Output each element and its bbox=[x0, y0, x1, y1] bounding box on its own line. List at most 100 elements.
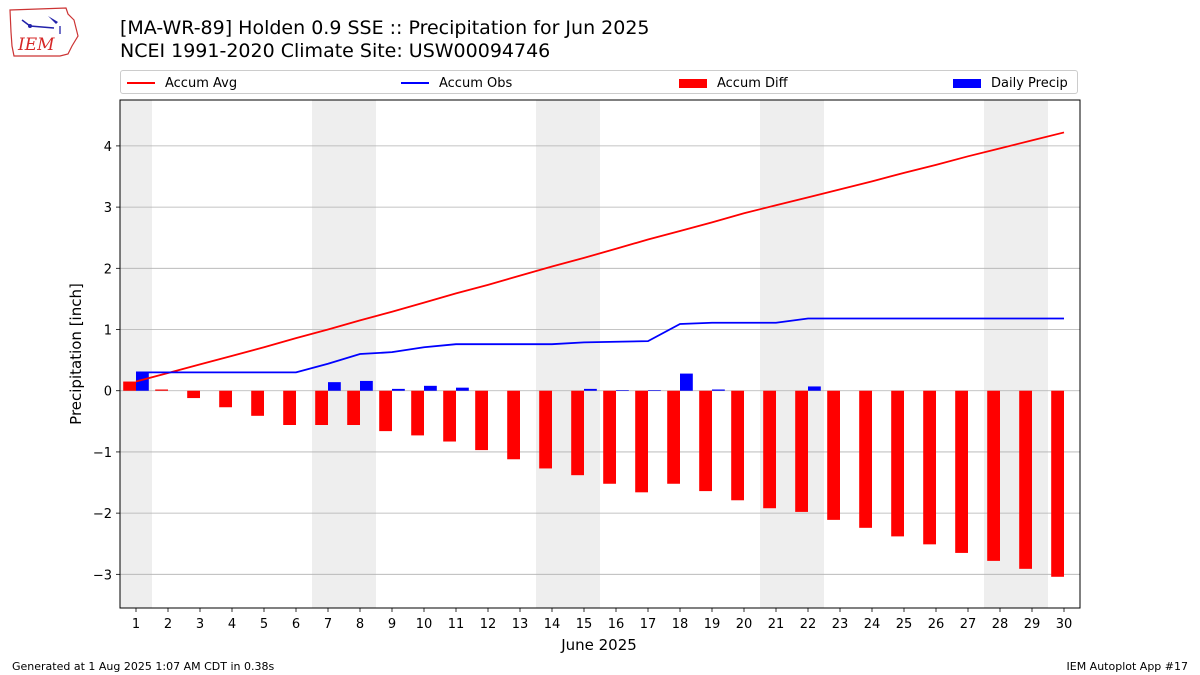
x-tick-label: 15 bbox=[576, 617, 593, 632]
x-tick-label: 7 bbox=[324, 617, 332, 632]
x-tick-label: 19 bbox=[704, 617, 721, 632]
footer-app: IEM Autoplot App #17 bbox=[1066, 660, 1189, 673]
accum-diff-bar-day-19 bbox=[699, 390, 712, 492]
x-tick-label: 12 bbox=[480, 617, 497, 632]
weekend-bands bbox=[120, 100, 1048, 608]
y-tick-label: −3 bbox=[93, 568, 112, 583]
legend-item-accum-avg: Accum Avg bbox=[127, 71, 237, 95]
weekend-band-day-14 bbox=[536, 100, 568, 608]
accum-obs-line bbox=[136, 317, 1064, 374]
y-axis-label: Precipitation [inch] bbox=[67, 283, 85, 425]
legend-swatch-daily-precip bbox=[953, 78, 981, 88]
chart-title: [MA-WR-89] Holden 0.9 SSE :: Precipitati… bbox=[120, 17, 650, 39]
daily-precip-bar-day-15 bbox=[584, 388, 597, 391]
x-tick-label: 11 bbox=[448, 617, 465, 632]
legend: Accum Avg Accum Obs Accum Diff Daily Pre… bbox=[120, 70, 1078, 94]
series-lines bbox=[135, 131, 1065, 383]
x-tick-label: 2 bbox=[164, 617, 172, 632]
x-tick-label: 21 bbox=[768, 617, 785, 632]
x-tick-label: 4 bbox=[228, 617, 236, 632]
accum-diff-bar-day-12 bbox=[475, 390, 488, 451]
daily-precip-bar-day-18 bbox=[680, 373, 693, 391]
chart-subtitle: NCEI 1991-2020 Climate Site: USW00094746 bbox=[120, 40, 551, 62]
x-tick-label: 16 bbox=[608, 617, 625, 632]
x-tick-label: 5 bbox=[260, 617, 268, 632]
y-tick-label: −2 bbox=[93, 507, 112, 522]
daily-precip-bar-day-16 bbox=[616, 390, 629, 391]
legend-label-daily-precip: Daily Precip bbox=[991, 75, 1068, 91]
y-tick-label: 3 bbox=[104, 201, 112, 216]
accum-diff-bar-day-11 bbox=[443, 390, 456, 442]
legend-item-daily-precip: Daily Precip bbox=[953, 71, 1068, 95]
y-tick-label: 1 bbox=[104, 324, 112, 339]
y-tick-label: −1 bbox=[93, 446, 112, 461]
daily-precip-bar-day-9 bbox=[392, 388, 405, 391]
accum-diff-bar-day-22 bbox=[795, 390, 808, 512]
x-tick-label: 3 bbox=[196, 617, 204, 632]
plot-frame bbox=[119, 99, 1081, 609]
accum-diff-bar-day-7 bbox=[315, 390, 328, 425]
x-tick-label: 8 bbox=[356, 617, 364, 632]
accum-diff-bar-day-3 bbox=[187, 390, 200, 399]
accum-avg-line bbox=[135, 131, 1065, 383]
y-tick-label: 0 bbox=[104, 385, 112, 400]
x-tick-label: 29 bbox=[1024, 617, 1041, 632]
x-tick-label: 6 bbox=[292, 617, 300, 632]
x-tick-label: 14 bbox=[544, 617, 561, 632]
bars bbox=[123, 372, 1064, 577]
accum-diff-bar-day-4 bbox=[219, 390, 232, 408]
accum-diff-bar-day-18 bbox=[667, 390, 680, 484]
accum-diff-bar-day-23 bbox=[827, 390, 840, 520]
accum-diff-bar-day-17 bbox=[635, 390, 648, 493]
logo-text: IEM bbox=[17, 35, 55, 55]
iowa-map-icon: IEM bbox=[9, 7, 79, 57]
x-axis-ticks: 1 2 3 4 5 6 7 8 9 10 11 12 13 14 15 16 17 18 19 20 21 22 23 24 2… bbox=[132, 608, 1072, 632]
accum-diff-bar-day-21 bbox=[763, 390, 776, 509]
weekend-band-day-15 bbox=[568, 100, 600, 608]
accum-diff-bar-day-15 bbox=[571, 390, 584, 476]
x-tick-label: 18 bbox=[672, 617, 689, 632]
accum-diff-bar-day-26 bbox=[923, 390, 936, 545]
weekend-band-day-21 bbox=[760, 100, 792, 608]
accum-diff-bar-day-2 bbox=[155, 389, 168, 391]
x-tick-label: 1 bbox=[132, 617, 140, 632]
y-tick-label: 2 bbox=[104, 262, 112, 277]
y-axis-ticks: −3 −2 −1 0 1 2 3 4 bbox=[93, 140, 120, 583]
accum-diff-bar-day-16 bbox=[603, 390, 616, 484]
y-tick-label: 4 bbox=[104, 140, 112, 155]
accum-diff-bar-day-25 bbox=[891, 390, 904, 537]
accum-diff-bar-day-9 bbox=[379, 390, 392, 432]
accum-diff-bar-day-29 bbox=[1019, 390, 1032, 569]
legend-label-accum-obs: Accum Obs bbox=[439, 75, 513, 91]
accum-diff-bar-day-28 bbox=[987, 390, 1000, 561]
accum-diff-bar-day-6 bbox=[283, 390, 296, 425]
x-tick-label: 17 bbox=[640, 617, 657, 632]
x-tick-label: 27 bbox=[960, 617, 977, 632]
x-tick-label: 24 bbox=[864, 617, 881, 632]
grid-lines bbox=[120, 145, 1080, 575]
daily-precip-bar-day-22 bbox=[808, 386, 821, 391]
weekend-band-day-1 bbox=[120, 100, 152, 608]
accum-diff-bar-day-8 bbox=[347, 390, 360, 425]
legend-swatch-accum-diff bbox=[679, 78, 707, 88]
x-tick-label: 30 bbox=[1056, 617, 1073, 632]
x-tick-label: 9 bbox=[388, 617, 396, 632]
weekend-band-day-7 bbox=[312, 100, 344, 608]
accum-diff-bar-day-10 bbox=[411, 390, 424, 436]
daily-precip-bar-day-19 bbox=[712, 389, 725, 391]
daily-precip-bar-day-17 bbox=[648, 390, 661, 391]
x-tick-label: 22 bbox=[800, 617, 817, 632]
daily-precip-bar-day-8 bbox=[360, 380, 373, 391]
weekend-band-day-22 bbox=[792, 100, 824, 608]
accum-diff-bar-day-14 bbox=[539, 390, 552, 469]
x-tick-label: 23 bbox=[832, 617, 849, 632]
x-tick-label: 20 bbox=[736, 617, 753, 632]
daily-precip-bar-day-10 bbox=[424, 385, 437, 391]
legend-swatch-accum-avg bbox=[127, 82, 155, 84]
x-tick-label: 13 bbox=[512, 617, 529, 632]
x-axis-label: June 2025 bbox=[560, 636, 637, 654]
accum-diff-bar-day-1 bbox=[123, 381, 136, 391]
legend-label-accum-avg: Accum Avg bbox=[165, 75, 238, 91]
accum-diff-bar-day-13 bbox=[507, 390, 520, 460]
